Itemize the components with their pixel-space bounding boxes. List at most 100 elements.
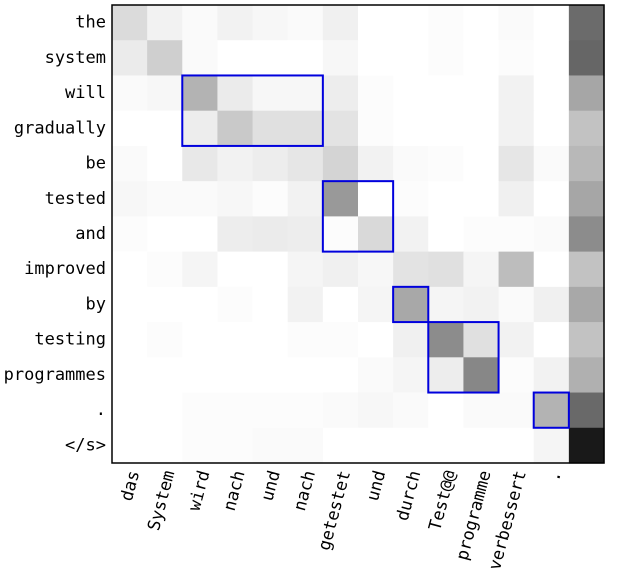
heatmap-cell-r0-c1 [147, 5, 183, 41]
heatmap-cell-r3-c0 [112, 110, 148, 147]
heatmap-cells [112, 5, 605, 464]
heatmap-cell-r11-c2 [182, 392, 219, 429]
heatmap-cell-r6-c1 [147, 216, 183, 253]
heatmap-cell-r6-c10 [463, 216, 500, 253]
heatmap-cell-r11-c3 [217, 392, 254, 429]
heatmap-cell-r6-c11 [498, 216, 535, 253]
heatmap-cell-r0-c3 [217, 5, 254, 41]
heatmap-cell-r3-c10 [463, 110, 500, 147]
y-tick-label: and [75, 224, 106, 244]
heatmap-cell-r2-c13 [568, 75, 605, 112]
heatmap-cell-r9-c9 [428, 322, 465, 358]
heatmap-cell-r10-c0 [112, 357, 148, 394]
heatmap-cell-r5-c10 [463, 181, 500, 217]
heatmap-cell-r1-c6 [322, 40, 359, 77]
y-tick-label: the [75, 13, 106, 33]
heatmap-cell-r3-c1 [147, 110, 183, 147]
heatmap-cell-r9-c12 [533, 322, 570, 358]
heatmap-cell-r3-c9 [428, 110, 465, 147]
heatmap-cell-r2-c12 [533, 75, 570, 112]
heatmap-cell-r12-c12 [533, 427, 570, 464]
heatmap-cell-r11-c9 [428, 392, 465, 429]
heatmap-cell-r3-c12 [533, 110, 570, 147]
heatmap-cell-r12-c5 [287, 427, 324, 464]
heatmap-cell-r9-c3 [217, 322, 254, 358]
heatmap-cell-r7-c5 [287, 251, 324, 288]
y-tick-label: be [86, 154, 106, 174]
alignment-boxes [181, 74, 570, 429]
heatmap-cell-r8-c12 [533, 286, 570, 323]
heatmap-cell-r10-c10 [463, 357, 500, 394]
heatmap-cell-r9-c2 [182, 322, 219, 358]
heatmap-cell-r7-c2 [182, 251, 219, 288]
alignment-box-1 [321, 180, 395, 253]
heatmap-cell-r7-c3 [217, 251, 254, 288]
heatmap-cell-r0-c10 [463, 5, 500, 41]
heatmap-cell-r10-c13 [568, 357, 605, 394]
heatmap-cell-r4-c8 [393, 145, 429, 182]
heatmap-cell-r8-c1 [147, 286, 183, 323]
y-tick-label: system [45, 48, 106, 68]
heatmap-cell-r2-c1 [147, 75, 183, 112]
heatmap-cell-r1-c9 [428, 40, 465, 77]
heatmap-cell-r4-c13 [568, 145, 605, 182]
heatmap-cell-r6-c13 [568, 216, 605, 253]
heatmap-cell-r6-c0 [112, 216, 148, 253]
heatmap-cell-r11-c0 [112, 392, 148, 429]
heatmap-cell-r8-c11 [498, 286, 535, 323]
heatmap-cell-r6-c9 [428, 216, 465, 253]
heatmap-cell-r11-c6 [322, 392, 359, 429]
heatmap-cell-r0-c4 [252, 5, 289, 41]
heatmap-cell-r2-c7 [358, 75, 394, 112]
heatmap-cell-r12-c10 [463, 427, 500, 464]
heatmap-cell-r2-c9 [428, 75, 465, 112]
heatmap-cell-r10-c2 [182, 357, 219, 394]
y-tick-label: by [86, 294, 106, 314]
heatmap-cell-r3-c8 [393, 110, 429, 147]
heatmap-cell-r12-c11 [498, 427, 535, 464]
heatmap-cell-r2-c6 [322, 75, 359, 112]
heatmap-cell-r1-c7 [358, 40, 394, 77]
heatmap-cell-r2-c0 [112, 75, 148, 112]
heatmap-cell-r6-c5 [287, 216, 324, 253]
heatmap-cell-r7-c6 [322, 251, 359, 288]
heatmap-cell-r7-c0 [112, 251, 148, 288]
heatmap-cell-r4-c0 [112, 145, 148, 182]
heatmap-cell-r11-c8 [393, 392, 429, 429]
heatmap-cell-r8-c2 [182, 286, 219, 323]
heatmap-cell-r2-c10 [463, 75, 500, 112]
heatmap-cell-r9-c10 [463, 322, 500, 358]
heatmap-cell-r8-c3 [217, 286, 254, 323]
heatmap-cell-r10-c7 [358, 357, 394, 394]
heatmap-cell-r6-c7 [358, 216, 394, 253]
heatmap-cell-r9-c6 [322, 322, 359, 358]
y-tick-label: testing [34, 330, 106, 350]
heatmap-cell-r5-c1 [147, 181, 183, 217]
heatmap-cell-r5-c9 [428, 181, 465, 217]
heatmap-cell-r4-c4 [252, 145, 289, 182]
heatmap-cell-r11-c11 [498, 392, 535, 429]
heatmap-cell-r11-c1 [147, 392, 183, 429]
heatmap-cell-r6-c4 [252, 216, 289, 253]
heatmap-cell-r2-c5 [287, 75, 324, 112]
heatmap-cell-r0-c6 [322, 5, 359, 41]
heatmap-cell-r10-c5 [287, 357, 324, 394]
x-tick-label: und [363, 468, 390, 503]
heatmap-cell-r1-c2 [182, 40, 219, 77]
heatmap-cell-r5-c11 [498, 181, 535, 217]
heatmap-cell-r12-c2 [182, 427, 219, 464]
heatmap-cell-r12-c7 [358, 427, 394, 464]
y-tick-label: . [96, 400, 106, 420]
heatmap-cell-r3-c11 [498, 110, 535, 147]
heatmap-cell-r9-c8 [393, 322, 429, 358]
heatmap-cell-r4-c12 [533, 145, 570, 182]
heatmap-cell-r5-c5 [287, 181, 324, 217]
heatmap-cell-r1-c1 [147, 40, 183, 77]
heatmap-cell-r2-c8 [393, 75, 429, 112]
heatmap-cell-r0-c9 [428, 5, 465, 41]
heatmap-cell-r2-c3 [217, 75, 254, 112]
heatmap-cell-r11-c4 [252, 392, 289, 429]
heatmap-cell-r5-c2 [182, 181, 219, 217]
x-tick-label: das [117, 468, 144, 503]
